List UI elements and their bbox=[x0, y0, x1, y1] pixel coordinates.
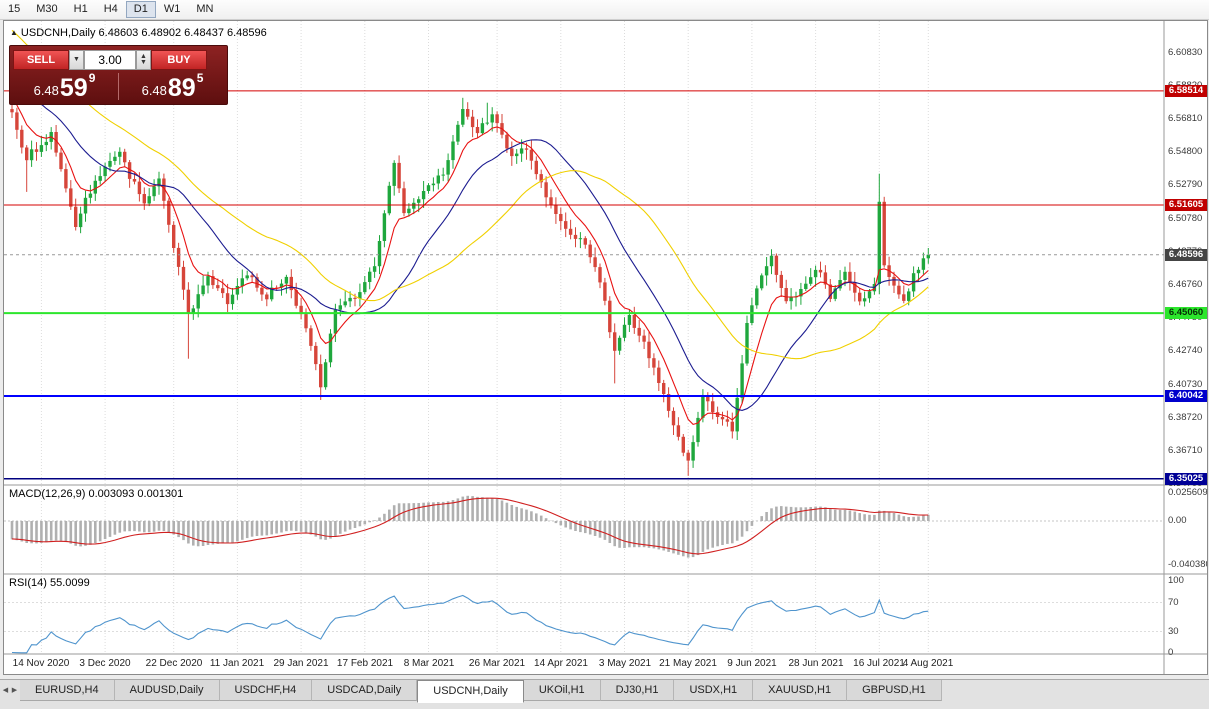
sell-price-sup: 9 bbox=[88, 71, 96, 85]
date-axis-label: 8 Mar 2021 bbox=[403, 658, 455, 669]
price-divider bbox=[118, 73, 119, 100]
buy-price-prefix: 6.48 bbox=[141, 83, 167, 99]
price-axis-label: 6.40730 bbox=[1168, 379, 1203, 390]
price-level-badge: 6.35025 bbox=[1165, 473, 1207, 485]
tab-usdx-h1[interactable]: USDX,H1 bbox=[674, 680, 754, 701]
tab-scroll-right-button[interactable]: ▶ bbox=[11, 687, 18, 694]
ma-line-40 bbox=[11, 29, 929, 360]
macd-signal-line bbox=[11, 497, 929, 555]
macd-axis-label: -0.040380 bbox=[1168, 559, 1208, 570]
ma-line-20 bbox=[11, 72, 929, 411]
price-level-badge: 6.40042 bbox=[1165, 390, 1207, 402]
date-axis-label: 28 Jun 2021 bbox=[788, 658, 844, 669]
chart-window: ▲ USDCNH,Daily 6.48603 6.48902 6.48437 6.… bbox=[3, 20, 1208, 675]
date-axis-label: 9 Jun 2021 bbox=[727, 658, 777, 669]
date-axis-label: 26 Mar 2021 bbox=[468, 658, 526, 669]
hlines-layer bbox=[4, 90, 1164, 480]
macd-axis-label: 0.025609 bbox=[1168, 487, 1208, 498]
price-axis-label: 6.42740 bbox=[1168, 345, 1203, 356]
price-level-badge: 6.51605 bbox=[1165, 199, 1207, 211]
price-axis-label: 6.60830 bbox=[1168, 47, 1203, 58]
volume-spinner[interactable]: ▲ ▼ bbox=[136, 49, 151, 70]
date-axis-label: 3 May 2021 bbox=[598, 658, 652, 669]
date-axis-label: 11 Jan 2021 bbox=[209, 658, 265, 669]
price-level-badge: 6.45060 bbox=[1165, 307, 1207, 319]
price-axis-label: 6.38720 bbox=[1168, 412, 1203, 423]
tab-ukoil-h1[interactable]: UKOil,H1 bbox=[523, 680, 601, 701]
date-axis-label: 14 Nov 2020 bbox=[12, 658, 70, 669]
price-axis-label: 6.36710 bbox=[1168, 445, 1203, 456]
price-axis-label: 6.54800 bbox=[1168, 146, 1203, 157]
chart-title-text: USDCNH,Daily 6.48603 6.48902 6.48437 6.4… bbox=[20, 27, 267, 39]
rsi-axis-label: 30 bbox=[1168, 626, 1179, 637]
ma-line-8 bbox=[11, 97, 929, 426]
date-axis-label: 16 Jul 2021 bbox=[853, 658, 905, 669]
macd-header: MACD(12,26,9) 0.003093 0.001301 bbox=[9, 488, 184, 500]
tab-gbpusd-h1[interactable]: GBPUSD,H1 bbox=[847, 680, 942, 701]
price-level-badge: 6.58514 bbox=[1165, 85, 1207, 97]
timeframe-button-mn[interactable]: MN bbox=[188, 1, 221, 18]
rsi-axis-label: 0 bbox=[1168, 647, 1174, 658]
sell-price-prefix: 6.48 bbox=[33, 83, 59, 99]
grid-layer bbox=[40, 21, 929, 654]
volume-dropdown-button[interactable]: ▼ bbox=[69, 49, 84, 70]
buy-button[interactable]: BUY bbox=[151, 49, 207, 70]
date-axis-label: 14 Apr 2021 bbox=[534, 658, 588, 669]
timeframe-button-m30[interactable]: M30 bbox=[28, 1, 65, 18]
timeframe-button-h1[interactable]: H1 bbox=[66, 1, 96, 18]
buy-price-sup: 5 bbox=[196, 71, 204, 85]
date-axis-label: 21 May 2021 bbox=[659, 658, 717, 669]
timeframe-button-w1[interactable]: W1 bbox=[156, 1, 189, 18]
tab-usdcnh-daily[interactable]: USDCNH,Daily bbox=[417, 680, 524, 703]
spinner-down-icon: ▼ bbox=[140, 58, 147, 66]
chart-tabs-bar: ◀ ▶ EURUSD,H4 AUDUSD,Daily USDCHF,H4 USDCAD… bbox=[0, 679, 1209, 709]
chart-canvas[interactable] bbox=[4, 21, 1207, 674]
volume-input[interactable] bbox=[84, 49, 136, 70]
date-axis-label: 4 Aug 2021 bbox=[902, 658, 954, 669]
tab-dj30-h1[interactable]: DJ30,H1 bbox=[600, 680, 675, 701]
trade-panel-controls: SELL ▼ ▲▼ BUY bbox=[13, 49, 224, 70]
macd-axis-label: 0.00 bbox=[1168, 515, 1187, 526]
timeframe-button-15[interactable]: 15 bbox=[0, 1, 28, 18]
symbol-marker-icon: ▲ bbox=[10, 28, 18, 37]
timeframe-button-d1[interactable]: D1 bbox=[125, 1, 156, 18]
date-axis-label: 29 Jan 2021 bbox=[273, 658, 329, 669]
tab-audusd-daily[interactable]: AUDUSD,Daily bbox=[114, 680, 220, 701]
macd-layer bbox=[4, 495, 1164, 558]
date-axis-label: 3 Dec 2020 bbox=[79, 658, 131, 669]
tab-xauusd-h1[interactable]: XAUUSD,H1 bbox=[753, 680, 848, 701]
tab-usdchf-h4[interactable]: USDCHF,H4 bbox=[219, 680, 313, 701]
date-axis-label: 22 Dec 2020 bbox=[145, 658, 203, 669]
sell-button[interactable]: SELL bbox=[13, 49, 69, 70]
rsi-line bbox=[11, 594, 929, 654]
tab-eurusd-h4[interactable]: EURUSD,H4 bbox=[20, 680, 115, 701]
buy-price[interactable]: 6.48 89 5 bbox=[121, 72, 224, 101]
price-axis-label: 6.56810 bbox=[1168, 113, 1203, 124]
timeframe-toolbar: 15 M30 H1 H4 D1 W1 MN bbox=[0, 0, 1209, 20]
tab-scroll-left-button[interactable]: ◀ bbox=[2, 687, 9, 694]
spinner-up-icon: ▲ bbox=[140, 52, 147, 60]
sell-price[interactable]: 6.48 59 9 bbox=[13, 72, 116, 101]
chart-title: ▲ USDCNH,Daily 6.48603 6.48902 6.48437 6.… bbox=[10, 27, 267, 39]
sell-price-big: 59 bbox=[59, 73, 88, 102]
rsi-layer bbox=[4, 594, 1164, 654]
trade-panel-prices: 6.48 59 9 6.48 89 5 bbox=[13, 72, 224, 101]
price-axis-label: 6.50780 bbox=[1168, 213, 1203, 224]
tab-usdcad-daily[interactable]: USDCAD,Daily bbox=[312, 680, 418, 701]
one-click-trading-panel: SELL ▼ ▲▼ BUY 6.48 59 9 6.48 89 5 bbox=[9, 45, 228, 105]
tab-scroll-buttons: ◀ ▶ bbox=[0, 680, 20, 701]
timeframe-button-h4[interactable]: H4 bbox=[96, 1, 126, 18]
rsi-axis-label: 100 bbox=[1168, 575, 1184, 586]
current-price-badge: 6.48596 bbox=[1165, 249, 1207, 261]
rsi-header: RSI(14) 55.0099 bbox=[9, 577, 90, 589]
chart-tabs: EURUSD,H4 AUDUSD,Daily USDCHF,H4 USDCAD,Dai… bbox=[20, 680, 942, 703]
buy-price-big: 89 bbox=[167, 73, 196, 102]
date-axis-label: 17 Feb 2021 bbox=[336, 658, 394, 669]
price-axis-label: 6.46760 bbox=[1168, 279, 1203, 290]
price-axis-label: 6.52790 bbox=[1168, 179, 1203, 190]
candles-layer bbox=[10, 97, 930, 476]
rsi-axis-label: 70 bbox=[1168, 597, 1179, 608]
